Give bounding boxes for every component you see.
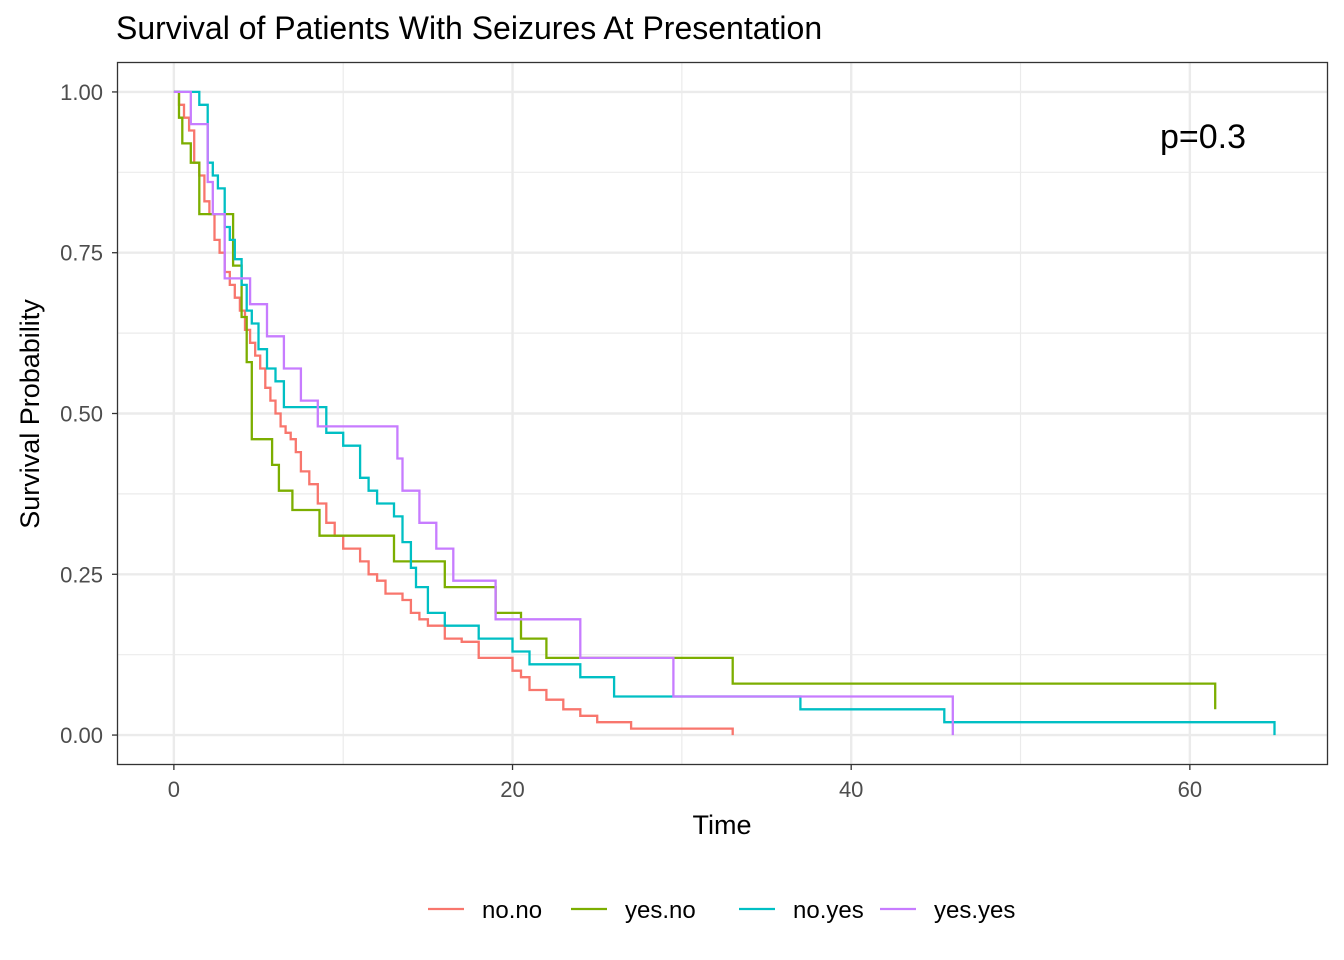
x-tick-label: 20 — [500, 777, 524, 802]
y-tick-label: 1.00 — [60, 80, 103, 105]
series-curve-no-yes — [173, 90, 1276, 736]
legend-label: no.yes — [793, 897, 864, 924]
x-axis: 0 20 40 60 — [168, 764, 1202, 802]
y-axis-title: Survival Probability — [15, 299, 45, 529]
legend-label: yes.no — [625, 897, 696, 924]
grid-lines — [118, 63, 1327, 764]
legend-label: no.no — [482, 897, 542, 924]
x-axis-title: Time — [693, 810, 752, 840]
legend: no.no yes.no no.yes yes.yes — [428, 897, 1015, 924]
y-tick-label: 0.00 — [60, 723, 103, 748]
y-tick-label: 0.75 — [60, 241, 103, 266]
x-tick-label: 60 — [1178, 777, 1202, 802]
y-tick-label: 0.25 — [60, 562, 103, 587]
x-tick-label: 40 — [839, 777, 863, 802]
p-value-annotation: p=0.3 — [1160, 118, 1246, 156]
series-curve-yes-no — [173, 90, 1217, 710]
series-curve-no-no — [173, 90, 734, 736]
y-axis: 0.00 0.25 0.50 0.75 1.00 — [60, 80, 118, 748]
survival-curves — [173, 90, 1276, 736]
x-tick-label: 0 — [168, 777, 180, 802]
y-tick-label: 0.50 — [60, 402, 103, 427]
series-curve-yes-yes — [173, 90, 954, 736]
chart-title: Survival of Patients With Seizures At Pr… — [116, 10, 822, 46]
legend-label: yes.yes — [934, 897, 1015, 924]
